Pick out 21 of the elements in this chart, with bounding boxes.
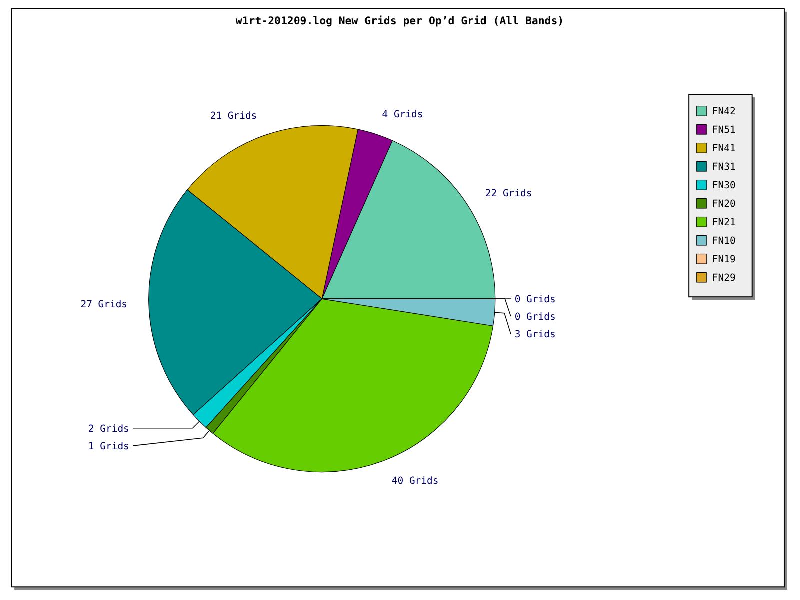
legend-label: FN30 (712, 180, 736, 192)
data-label: 4 Grids (382, 109, 424, 120)
legend-label: FN41 (712, 144, 736, 155)
text: 0 Grids (514, 312, 556, 323)
legend-label: FN29 (712, 273, 736, 284)
data-label: 3 Grids (514, 329, 556, 340)
chart-title: w1rt-201209.log New Grids per Op’d Grid (All Bands) (236, 14, 564, 28)
text: 0 Grids (514, 294, 556, 306)
legend-label: FN20 (712, 199, 736, 210)
data-label: 1 Grids (88, 441, 130, 452)
legend-label: FN19 (712, 254, 736, 266)
data-label: 40 Grids (392, 476, 439, 488)
legend-label: FN31 (712, 162, 736, 174)
data-label: 2 Grids (88, 424, 130, 435)
data-label: 27 Grids (80, 300, 128, 311)
legend-label: FN51 (712, 125, 736, 136)
data-label: 21 Grids (210, 110, 258, 122)
data-label: 22 Grids (485, 188, 532, 200)
legend-label: FN42 (712, 106, 736, 118)
legend-label: FN21 (712, 218, 736, 229)
legend-label: FN10 (712, 236, 736, 248)
